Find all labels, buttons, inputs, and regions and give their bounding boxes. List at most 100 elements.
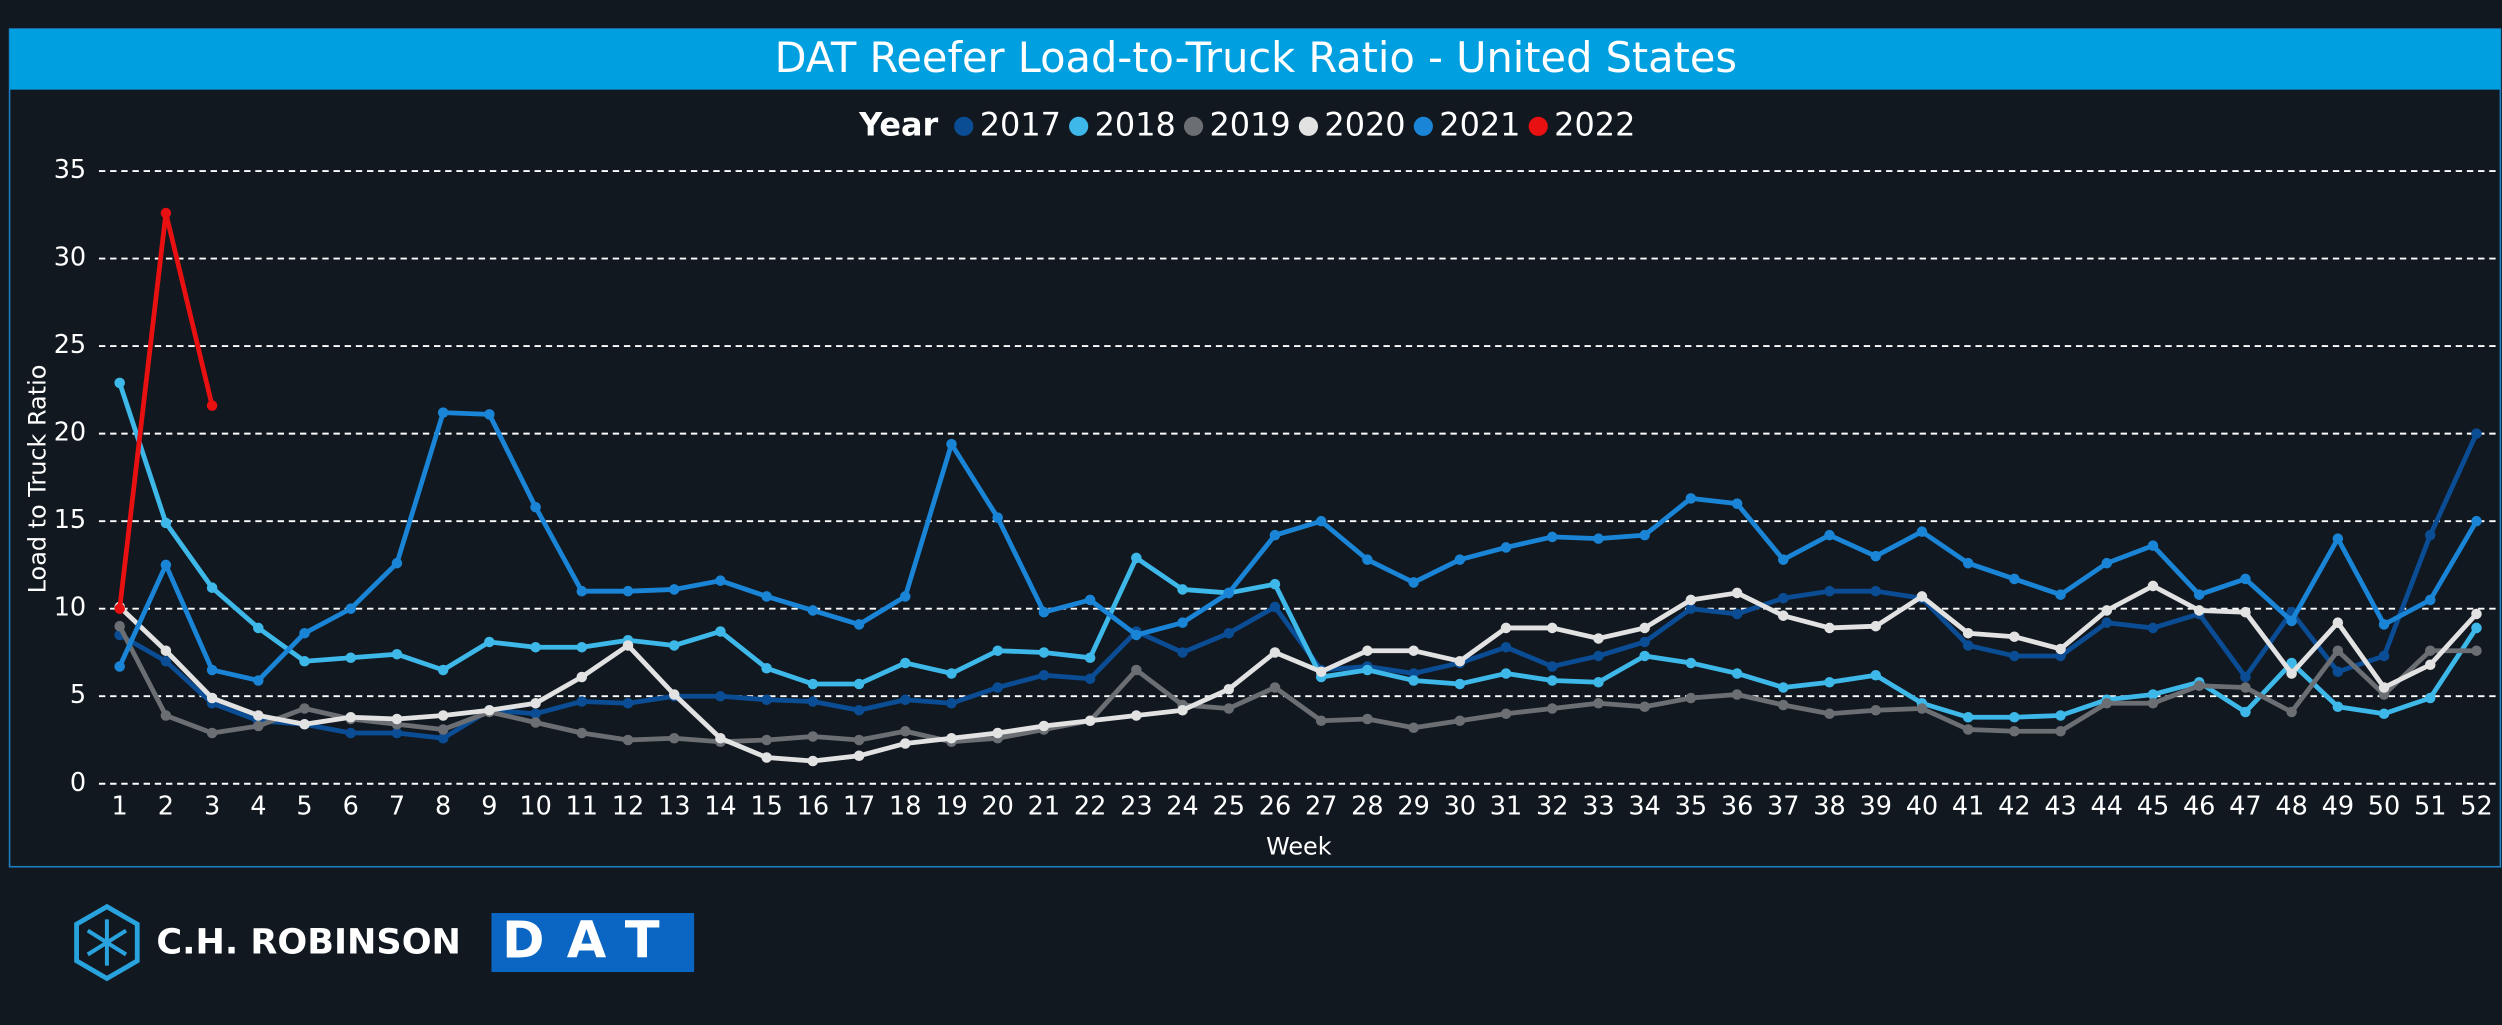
- legend-marker: [1069, 116, 1089, 136]
- data-point: [1731, 689, 1743, 700]
- y-tick-label: 0: [70, 768, 86, 798]
- data-point: [1223, 703, 1235, 714]
- data-point: [715, 690, 726, 702]
- x-tick-label: 45: [2137, 792, 2169, 822]
- x-tick-label: 16: [797, 792, 829, 822]
- data-point: [1131, 552, 1142, 564]
- x-tick-label: 17: [843, 792, 875, 822]
- data-point: [2009, 711, 2020, 723]
- data-point: [1500, 708, 1512, 720]
- x-tick-label: 8: [435, 792, 451, 822]
- data-point: [992, 645, 1003, 656]
- data-point: [530, 708, 541, 720]
- data-point: [1454, 715, 1466, 727]
- x-tick-label: 52: [2460, 792, 2492, 822]
- x-tick-label: 14: [704, 792, 736, 822]
- data-point: [1269, 682, 1281, 693]
- data-point: [160, 517, 172, 529]
- data-point: [1685, 692, 1697, 704]
- data-point: [853, 678, 865, 690]
- x-tick-label: 46: [2183, 792, 2215, 822]
- legend-marker: [1298, 116, 1319, 136]
- legend-label: 2018: [1095, 105, 1176, 143]
- data-point: [1824, 529, 1835, 541]
- data-point: [2009, 631, 2020, 642]
- data-point: [2147, 697, 2159, 709]
- legend-label: 2021: [1439, 105, 1520, 143]
- x-tick-label: 27: [1305, 792, 1337, 822]
- data-point: [1731, 587, 1743, 599]
- data-point: [206, 664, 218, 676]
- data-point: [1454, 678, 1466, 690]
- data-point: [807, 731, 819, 742]
- x-tick-label: 42: [1998, 792, 2030, 822]
- x-tick-label: 28: [1351, 792, 1383, 822]
- data-point: [114, 377, 125, 389]
- data-point: [900, 591, 911, 602]
- data-point: [992, 512, 1003, 523]
- y-tick-label: 10: [54, 593, 86, 623]
- data-point: [1962, 724, 1974, 735]
- data-point: [1269, 601, 1281, 613]
- data-point: [253, 710, 264, 721]
- data-point: [2055, 710, 2066, 721]
- data-point: [2240, 682, 2251, 693]
- data-point: [2101, 557, 2113, 569]
- series-line: [117, 382, 2479, 720]
- x-tick-label: 5: [296, 792, 312, 822]
- data-point: [2424, 645, 2436, 656]
- data-point: [2378, 682, 2390, 693]
- data-point: [853, 734, 865, 746]
- data-point: [2424, 529, 2436, 541]
- data-point: [1500, 542, 1512, 553]
- data-point: [853, 704, 865, 716]
- data-point: [484, 636, 495, 648]
- data-point: [1408, 645, 1419, 656]
- x-tick-label: 36: [1721, 792, 1753, 822]
- data-point: [1084, 652, 1096, 663]
- series-line: [117, 410, 2479, 683]
- data-point: [946, 668, 957, 679]
- data-point: [1639, 636, 1650, 648]
- data-point: [484, 704, 495, 716]
- title-bar: [9, 29, 2501, 90]
- series-line: [118, 432, 2479, 741]
- data-point: [1639, 701, 1650, 712]
- series-line: [117, 625, 2477, 745]
- x-tick-label: 26: [1259, 792, 1291, 822]
- data-point: [2147, 540, 2159, 551]
- x-tick-label: 13: [658, 792, 690, 822]
- data-point: [2193, 589, 2205, 600]
- data-point: [761, 591, 772, 602]
- data-point: [1546, 661, 1558, 672]
- data-point: [1593, 676, 1604, 688]
- data-point: [2471, 622, 2482, 634]
- data-point: [299, 655, 310, 667]
- data-point: [2147, 580, 2159, 592]
- data-point: [2471, 645, 2482, 656]
- data-point: [1870, 585, 1881, 597]
- data-point: [1038, 647, 1050, 658]
- x-tick-label: 38: [1813, 792, 1845, 822]
- x-tick-label: 34: [1628, 792, 1660, 822]
- data-point: [715, 732, 726, 744]
- x-tick-label: 29: [1397, 792, 1429, 822]
- data-point: [345, 652, 356, 663]
- x-tick-label: 11: [566, 792, 598, 822]
- x-tick-label: 40: [1906, 792, 1938, 822]
- x-tick-label: 24: [1166, 792, 1198, 822]
- data-point: [1315, 715, 1327, 727]
- data-point: [1131, 710, 1142, 721]
- x-tick-label: 3: [204, 792, 220, 822]
- x-tick-label: 22: [1074, 792, 1106, 822]
- data-point: [1454, 655, 1466, 667]
- data-point: [1223, 587, 1235, 599]
- logo-text: C.H. ROBINSON: [156, 921, 461, 962]
- data-point: [1639, 529, 1650, 541]
- data-point: [946, 732, 957, 744]
- data-point: [668, 689, 680, 700]
- x-tick-label: 18: [889, 792, 921, 822]
- data-point: [1177, 704, 1188, 716]
- data-point: [2009, 725, 2020, 737]
- x-tick-label: 4: [250, 792, 266, 822]
